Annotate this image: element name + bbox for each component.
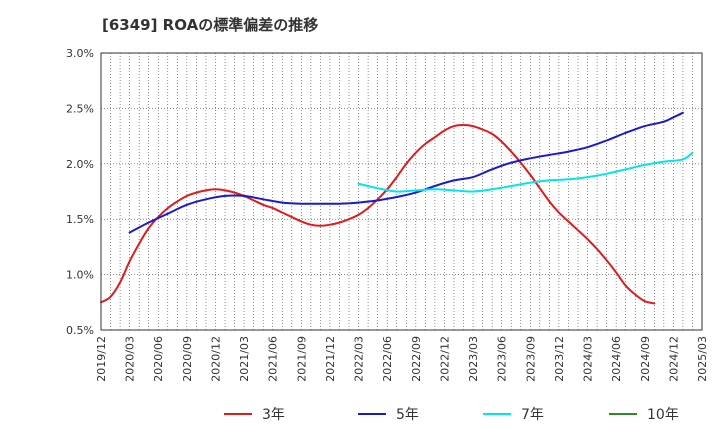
x-tick-label: 2022/06 bbox=[381, 336, 394, 382]
chart-title: [6349] ROAの標準偏差の推移 bbox=[102, 16, 319, 34]
x-tick-label: 2024/12 bbox=[667, 336, 680, 382]
x-tick-label: 2020/09 bbox=[181, 336, 194, 382]
series-lines bbox=[100, 111, 694, 305]
y-tick-label: 2.0% bbox=[66, 158, 94, 171]
y-tick-label: 1.5% bbox=[66, 213, 94, 226]
x-tick-label: 2020/06 bbox=[152, 336, 165, 382]
x-tick-label: 2022/12 bbox=[438, 336, 451, 382]
x-tick-label: 2020/03 bbox=[124, 336, 137, 382]
y-tick-label: 0.5% bbox=[66, 324, 94, 337]
x-tick-label: 2024/09 bbox=[639, 336, 652, 382]
x-tick-label: 2024/06 bbox=[610, 336, 623, 382]
x-tick-label: 2019/12 bbox=[95, 336, 108, 382]
x-tick-label: 2020/12 bbox=[209, 336, 222, 382]
legend: 3年 5年 7年 10年 bbox=[224, 407, 679, 423]
x-tick-label: 2021/06 bbox=[267, 336, 280, 382]
x-tick-label: 2023/09 bbox=[524, 336, 537, 382]
x-tick-label: 2025/03 bbox=[696, 336, 709, 382]
legend-label-7年: 7年 bbox=[521, 407, 544, 423]
series-line-5年 bbox=[128, 111, 684, 234]
y-tick-label: 3.0% bbox=[66, 47, 94, 60]
legend-label-3年: 3年 bbox=[262, 407, 285, 423]
series-line-3年 bbox=[100, 124, 656, 305]
x-tick-label: 2023/03 bbox=[467, 336, 480, 382]
plot-frame bbox=[100, 52, 703, 331]
x-tick-label: 2024/03 bbox=[582, 336, 595, 382]
x-tick-label: 2021/03 bbox=[238, 336, 251, 382]
y-tick-label: 1.0% bbox=[66, 269, 94, 282]
x-tick-label: 2022/09 bbox=[410, 336, 423, 382]
x-tick-label: 2023/06 bbox=[496, 336, 509, 382]
legend-label-5年: 5年 bbox=[396, 407, 419, 423]
y-tick-label: 2.5% bbox=[66, 102, 94, 115]
x-tick-label: 2021/09 bbox=[295, 336, 308, 382]
x-tick-label: 2021/12 bbox=[324, 336, 337, 382]
legend-label-10年: 10年 bbox=[647, 407, 679, 423]
axes: 0.5% 1.0% 1.5% 2.0% 2.5% 3.0% 2019/12 2020/03 20… bbox=[66, 47, 709, 382]
x-tick-label: 2023/12 bbox=[553, 336, 566, 382]
series-line-7年 bbox=[357, 151, 694, 193]
x-tick-label: 2022/03 bbox=[353, 336, 366, 382]
